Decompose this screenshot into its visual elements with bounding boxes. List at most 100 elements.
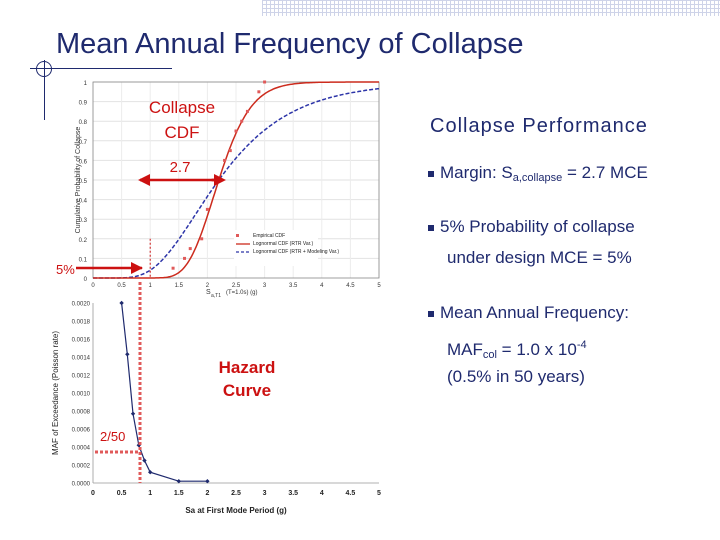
cdf-plot-frame [92,81,380,279]
maf-line-2: MAFcol = 1.0 x 10-4 [447,330,587,370]
cdf-y-tick-label: 0.8 [79,120,88,126]
margin-text-pre: Margin: S [440,163,513,182]
cdf-x-tick-label: 2 [206,283,210,289]
collapse-cdf-label-line2: CDF [165,123,200,142]
margin-arrow-left-head [138,174,150,186]
bullet-margin: Margin: Sa,collapse = 2.7 MCE [428,158,648,193]
hazard-y-tick-label: 0.0002 [72,464,91,470]
cdf-x-tick-label: 4.5 [346,283,355,289]
empirical-cdf-point [257,90,261,94]
empirical-cdf-point [263,80,267,84]
empirical-cdf-point [234,129,238,133]
cdf-x-axis-label-main: S [206,289,211,296]
hazard-point [142,458,147,463]
hazard-x-tick-label: 0 [91,490,95,497]
hazard-x-tick-label: 3 [263,490,267,497]
hazard-point [130,411,136,416]
hazard-point [125,352,130,357]
title-underline [30,68,172,69]
hazard-y-tick-label: 0.0006 [72,428,91,434]
hazard-x-tick-label: 2.5 [231,490,241,497]
hazard-y-tick-label: 0.0012 [72,374,91,380]
margin-value-label: 2.7 [170,159,191,176]
maf-sub: col [482,349,497,361]
title-corner-circle [36,61,52,77]
hazard-x-tick-label: 0.5 [117,490,127,497]
prob-label: 5% [56,262,75,277]
slide-title: Mean Annual Frequency of Collapse [56,28,524,60]
hazard-curve [121,302,208,482]
hazard-y-tick-label: 0.0014 [72,356,91,362]
hazard-x-tick-label: 1 [148,490,152,497]
performance-title: Collapse Performance [430,115,648,137]
cdf-x-axis-label-sub: a,T1 [211,293,221,299]
prob-line-2: under design MCE = 5% [447,248,632,267]
cdf-x-axis-label-suffix: (T=1.0s) (g) [226,290,258,296]
cdf-x-tick-label: 0.5 [117,283,126,289]
cdf-y-tick-label: 0.7 [79,140,88,146]
cdf-x-tick-label: 1.5 [175,283,184,289]
cdf-x-tick-label: 5 [377,283,381,289]
bullet-square-icon [428,224,434,231]
cdf-legend-entry: Lognormal CDF (RTR + Modeling Var.) [253,249,339,255]
hazard-point [176,479,181,484]
prob-line-1: 5% Probability of collapse [440,217,635,236]
empirical-cdf-point [245,109,249,113]
hazard-y-tick-label: 0.0004 [72,446,91,452]
cdf-y-tick-label: 0.6 [79,159,88,165]
hazard-point [148,470,153,475]
hazard-point [119,300,124,306]
cdf-legend-entry: Lognormal CDF (RTR Var.) [253,241,313,247]
empirical-cdf-point [205,207,209,211]
hazard-x-tick-label: 2 [205,490,209,497]
cdf-y-tick-label: 1 [84,81,88,87]
title-vertical-rule [44,60,45,120]
cdf-y-tick-label: 0 [84,277,88,283]
cdf-y-tick-label: 0.4 [79,199,88,205]
maf-sup: -4 [576,339,587,351]
maf-line-3: (0.5% in 50 years) [447,367,585,386]
cdf-y-tick-label: 0.1 [79,257,88,263]
hazard-label-line1: Hazard [219,358,276,377]
cdf-x-tick-label: 0 [91,283,95,289]
cdf-y-axis-label: Cumulative Probability of Collapse [75,127,82,234]
cdf-x-tick-label: 3.5 [289,283,298,289]
hazard-y-tick-label: 0.0016 [72,338,91,344]
cdf-x-tick-label: 1 [149,283,153,289]
cdf-x-tick-label: 4 [320,283,324,289]
collapse-cdf-label-line1: Collapse [149,98,215,117]
hazard-y-tick-label: 0.0018 [72,320,91,326]
bullet-square-icon [428,170,434,177]
cdf-x-tick-label: 3 [263,283,267,289]
prob-arrow-head [131,262,143,274]
cdf-x-tick-label: 2.5 [232,283,241,289]
hazard-x-tick-label: 4 [320,490,324,497]
bullet-square-icon [428,310,434,317]
hazard-y-tick-label: 0.0010 [72,392,91,398]
hazard-x-tick-label: 1.5 [174,490,184,497]
legend-empirical-marker [236,234,239,237]
hazard-point [205,479,210,484]
maf-line-1: Mean Annual Frequency: [440,303,630,322]
hazard-label-line2: Curve [223,381,271,400]
empirical-cdf-point [171,266,175,270]
hazard-y-tick-label: 0.0020 [72,302,91,308]
decorative-grid [262,0,720,16]
empirical-cdf-point [200,237,204,241]
empirical-cdf-point [240,119,244,123]
margin-text-post: = 2.7 MCE [562,163,648,182]
margin-arrow-right-head [214,174,226,186]
empirical-cdf-point [223,158,227,162]
hazard-y-axis-label: MAF of Exceedance (Poisson rate) [51,331,60,455]
maf-pre: MAF [447,340,483,359]
bullet-probability: 5% Probability of collapse [428,212,635,242]
cdf-legend-box [234,230,318,266]
bullet-maf: Mean Annual Frequency: [428,298,629,328]
mce-label: 2/50 [100,429,125,444]
cdf-y-tick-label: 0.2 [79,238,88,244]
cdf-y-tick-label: 0.9 [79,101,88,107]
maf-mid: = 1.0 x 10 [496,340,577,359]
hazard-x-tick-label: 5 [377,490,381,497]
cdf-y-tick-label: 0.3 [79,218,88,224]
hazard-x-axis-label: Sa at First Mode Period (g) [185,506,287,515]
